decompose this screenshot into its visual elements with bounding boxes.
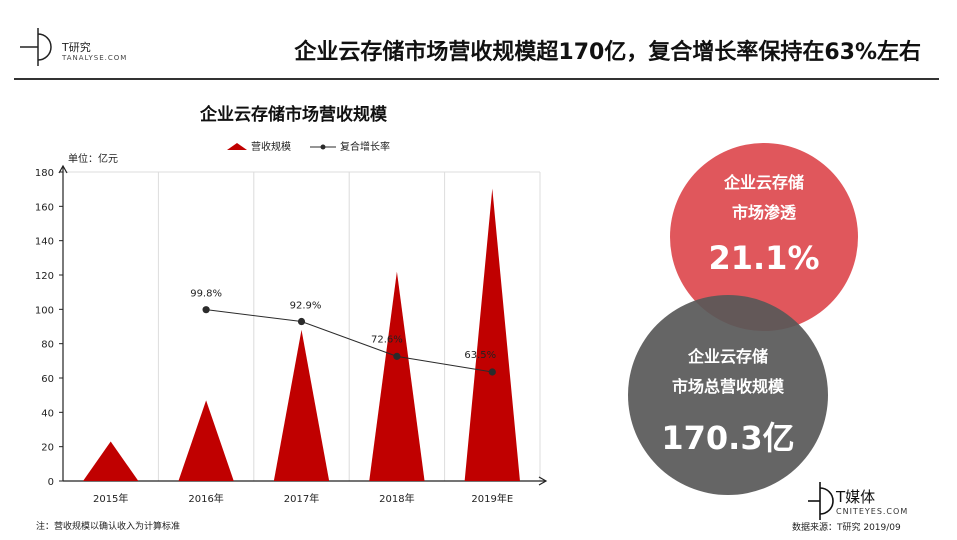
logo-subtitle: TANALYSE.COM [62, 54, 128, 62]
growth-point [202, 306, 210, 314]
bar-triangle [178, 400, 234, 481]
y-tick-label: 140 [35, 237, 54, 248]
brand-subtitle: CNITEYES.COM [836, 507, 909, 516]
bar-triangle [273, 329, 330, 481]
x-tick-label: 2018年 [379, 492, 414, 505]
revenue-circle: 企业云存储 市场总营收规模 170.3亿 [628, 295, 828, 495]
x-axis-arrow [538, 476, 548, 486]
y-axis-unit-label: 单位：亿元 [68, 154, 118, 165]
y-tick-label: 120 [35, 271, 54, 282]
legend-swatch-growth-dot [320, 144, 326, 150]
bar-triangle [464, 188, 520, 481]
revenue-value: 170.3亿 [661, 419, 795, 457]
growth-data-label: 63.5% [464, 350, 496, 361]
y-tick-label: 0 [48, 477, 54, 488]
growth-data-label: 99.8% [190, 289, 222, 300]
growth-data-label: 72.6% [371, 334, 403, 345]
y-tick-label: 20 [41, 443, 54, 454]
y-tick-label: 160 [35, 202, 54, 213]
page-title: 企业云存储市场营收规模超170亿，复合增长率保持在63%左右 [294, 40, 921, 65]
growth-point [297, 317, 306, 326]
bar-triangle [83, 441, 139, 481]
logo-mark-icon [20, 28, 52, 66]
data-source: 数据来源：T研究 2019/09 [792, 523, 901, 533]
legend-swatch-revenue [227, 143, 247, 150]
logo-name: T研究 [62, 41, 91, 54]
footnote: 注：营收规模以确认收入为计算标准 [36, 522, 181, 532]
y-axis-arrow [58, 164, 68, 174]
penetration-value: 21.1% [708, 239, 820, 277]
y-tick-label: 100 [35, 305, 54, 316]
growth-line [206, 309, 493, 373]
growth-data-label: 92.9% [290, 301, 322, 312]
revenue-label-line1: 企业云存储 [687, 347, 768, 366]
bar-triangle [369, 271, 425, 481]
legend-label-growth: 复合增长率 [340, 140, 390, 153]
penetration-label-line1: 企业云存储 [723, 173, 804, 192]
growth-point [393, 352, 401, 360]
x-tick-label: 2017年 [284, 492, 319, 505]
revenue-chart: 营收规模 复合增长率 0 20 40 60 80 100 120 140 160 180 2015年 20… [35, 140, 548, 505]
brand-mark-icon [808, 482, 834, 520]
legend-label-revenue: 营收规模 [251, 140, 291, 153]
chart-title: 企业云存储市场营收规模 [200, 105, 387, 125]
growth-point [488, 368, 496, 376]
y-tick-label: 80 [41, 340, 54, 351]
header-divider [14, 78, 939, 80]
x-tick-label: 2015年 [93, 492, 128, 505]
y-tick-label: 40 [41, 408, 54, 419]
y-tick-label: 180 [35, 168, 54, 179]
revenue-label-line2: 市场总营收规模 [671, 377, 784, 396]
tanalyse-logo: T研究 TANALYSE.COM [16, 24, 136, 70]
y-tick-label: 60 [41, 374, 54, 385]
x-tick-label: 2016年 [188, 492, 223, 505]
x-tick-label: 2019年E [471, 492, 513, 505]
penetration-label-line2: 市场渗透 [731, 203, 796, 222]
tmedia-logo: T媒体 CNITEYES.COM [806, 478, 956, 528]
brand-name: T媒体 [836, 488, 876, 506]
